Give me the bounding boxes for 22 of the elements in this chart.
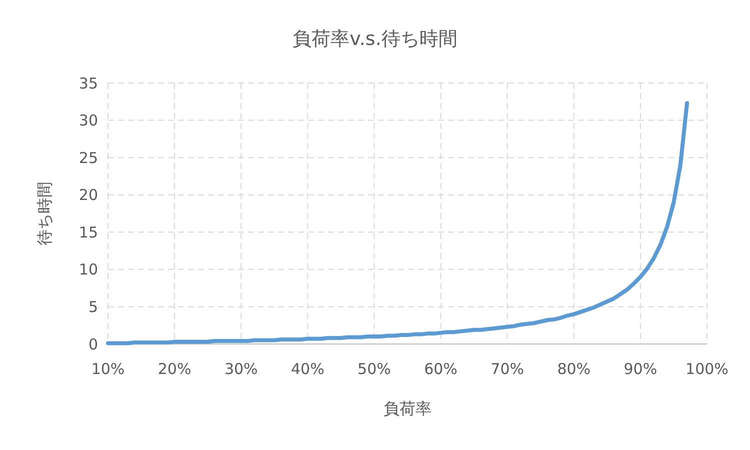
y-tick-label: 25 bbox=[78, 148, 98, 167]
x-axis-title: 負荷率 bbox=[384, 399, 432, 418]
y-tick-label: 10 bbox=[78, 260, 98, 279]
y-tick-label: 20 bbox=[78, 186, 98, 204]
x-tick-label: 10% bbox=[91, 360, 125, 378]
x-tick-label: 90% bbox=[624, 360, 658, 378]
chart-title: 負荷率v.s.待ち時間 bbox=[292, 28, 458, 50]
y-tick-label: 30 bbox=[78, 112, 98, 130]
y-tick-label: 5 bbox=[88, 298, 98, 316]
x-tick-label: 30% bbox=[224, 360, 258, 378]
x-tick-label: 50% bbox=[358, 360, 391, 378]
x-tick-label: 100% bbox=[686, 360, 728, 378]
x-tick-label: 80% bbox=[557, 360, 591, 378]
x-tick-label: 20% bbox=[158, 360, 192, 378]
y-tick-label: 35 bbox=[78, 74, 98, 92]
x-tick-label: 40% bbox=[290, 360, 324, 378]
y-axis-title: 待ち時間 bbox=[35, 182, 54, 246]
y-tick-label: 0 bbox=[88, 335, 98, 354]
y-tick-label: 15 bbox=[78, 223, 98, 242]
x-tick-label: 70% bbox=[490, 360, 524, 378]
line-series bbox=[106, 101, 690, 346]
x-tick-label: 60% bbox=[424, 360, 458, 378]
